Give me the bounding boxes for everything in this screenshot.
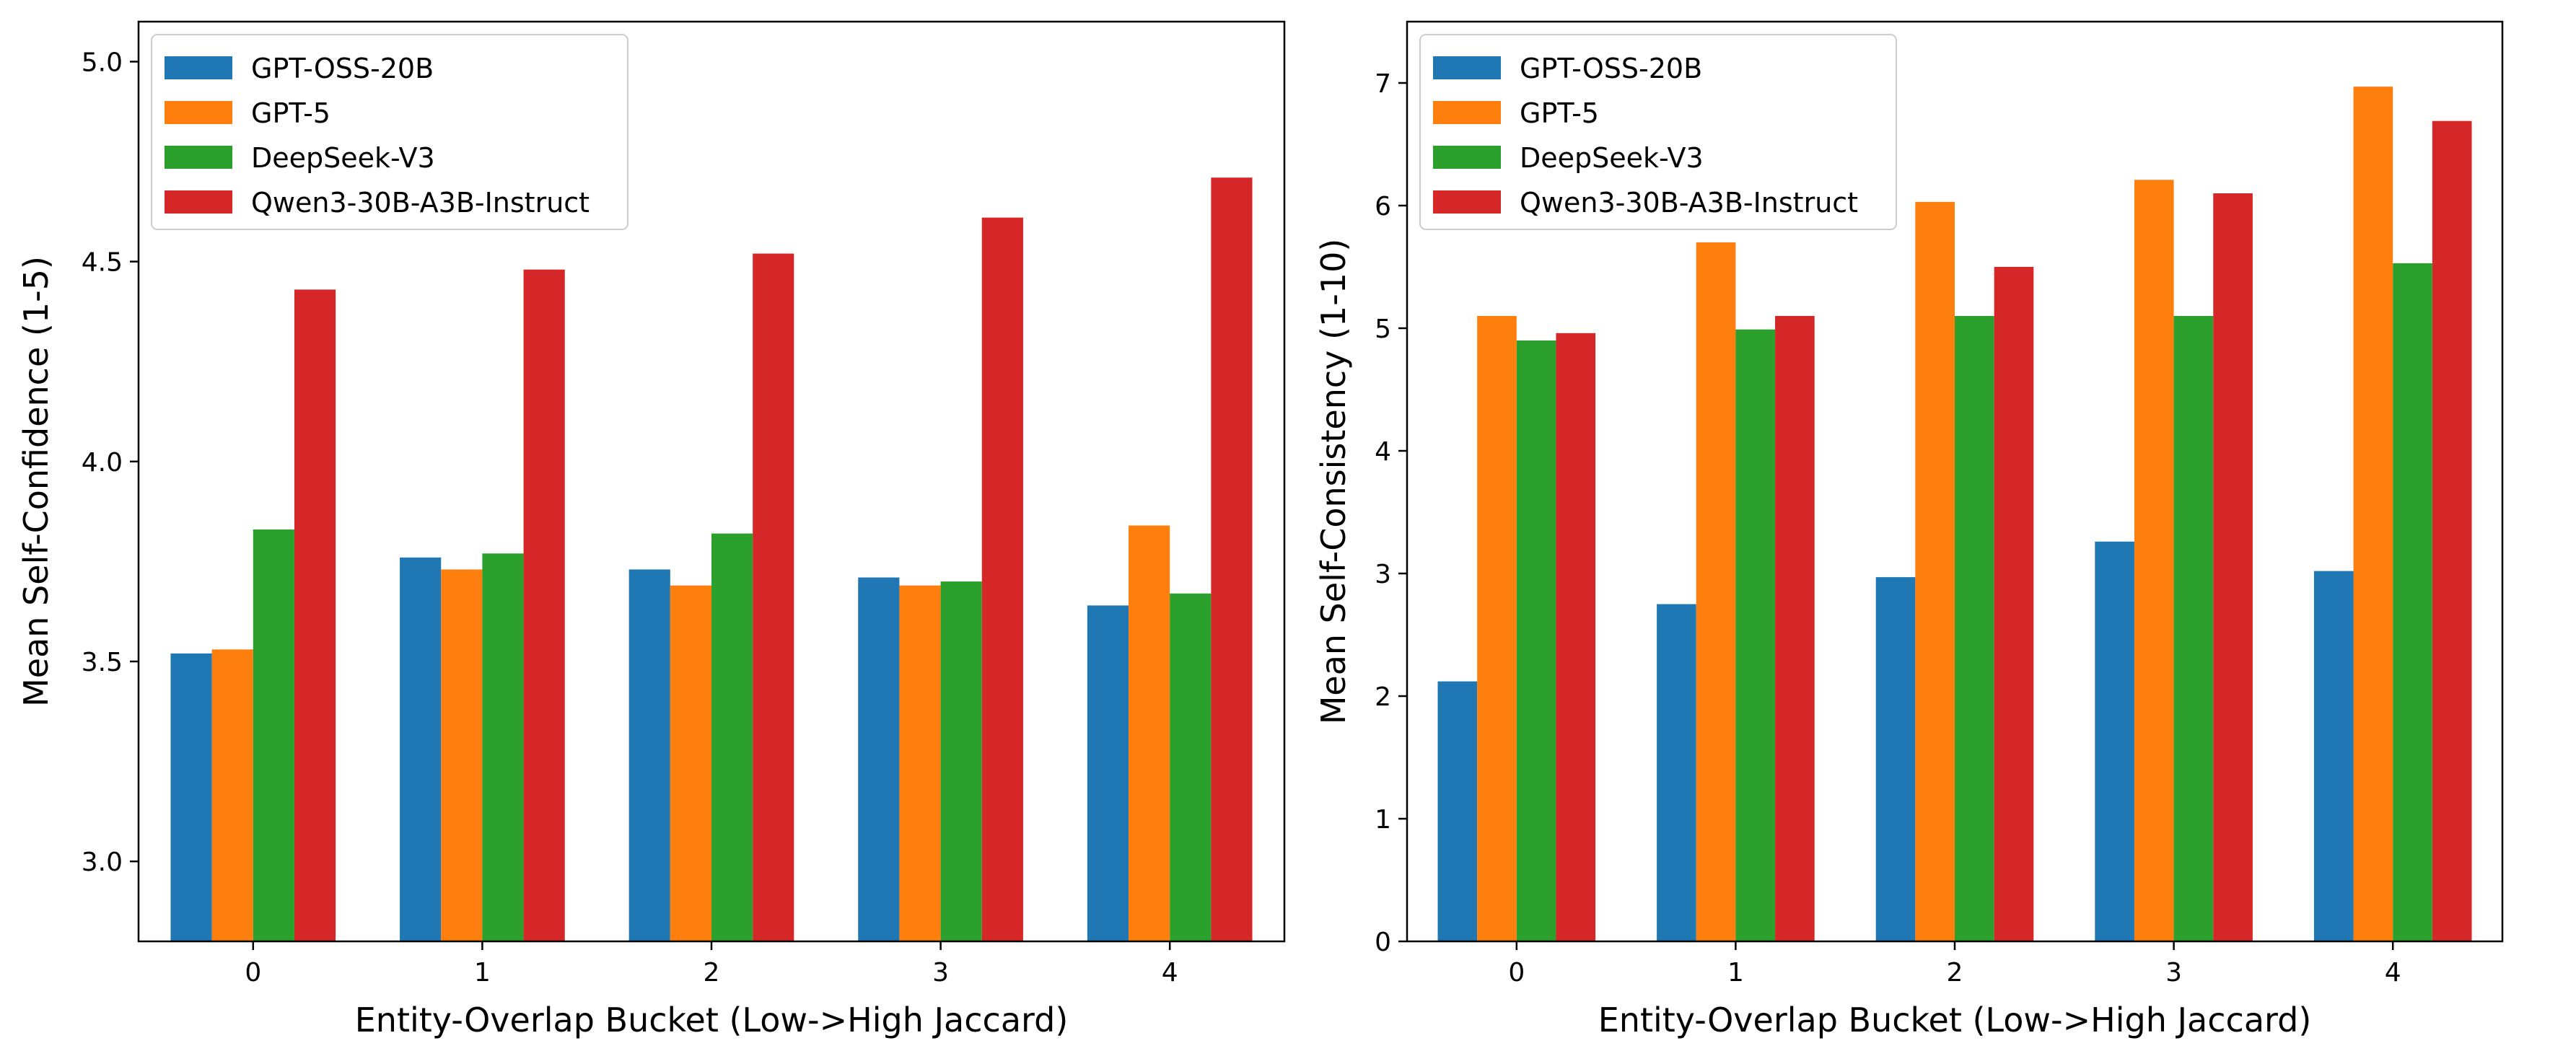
bar-deepseek-v3-bucket-1: [1735, 329, 1776, 941]
y-tick-label: 5.0: [82, 48, 123, 77]
x-tick-label: 4: [2385, 958, 2401, 988]
y-axis-label: Mean Self-Consistency (1-10): [1314, 239, 1353, 725]
bar-gpt-oss-20b-bucket-2: [1875, 577, 1916, 941]
legend-label-deepseek-v3: DeepSeek-V3: [251, 142, 435, 174]
bar-gpt-5-bucket-4: [2353, 87, 2393, 942]
bar-gpt-5-bucket-1: [1696, 242, 1736, 941]
x-tick-label: 1: [474, 958, 491, 988]
bar-qwen3-30b-a3b-instruct-bucket-3: [2213, 193, 2253, 941]
bar-gpt-oss-20b-bucket-4: [1087, 605, 1129, 941]
legend-box: [151, 34, 628, 230]
y-axis-label: Mean Self-Confidence (1-5): [17, 256, 56, 707]
x-tick-label: 3: [2165, 958, 2182, 988]
bar-gpt-oss-20b-bucket-1: [1657, 604, 1696, 941]
legend-label-qwen3-30b-a3b-instruct: Qwen3-30B-A3B-Instruct: [1520, 187, 1858, 219]
bar-deepseek-v3-bucket-4: [1170, 593, 1212, 941]
x-axis-label: Entity-Overlap Bucket (Low->High Jaccard…: [1598, 1001, 2312, 1039]
bar-gpt-5-bucket-1: [441, 569, 483, 941]
y-tick-label: 4.0: [82, 448, 123, 478]
legend-swatch-deepseek-v3: [1433, 146, 1501, 169]
x-tick-label: 0: [1508, 958, 1525, 988]
bar-deepseek-v3-bucket-3: [2173, 316, 2214, 941]
legend-label-deepseek-v3: DeepSeek-V3: [1520, 142, 1704, 174]
bar-gpt-5-bucket-2: [670, 585, 711, 941]
y-tick-label: 4.5: [82, 248, 123, 278]
bar-deepseek-v3-bucket-0: [1516, 340, 1556, 941]
bar-gpt-oss-20b-bucket-0: [1437, 681, 1478, 941]
bar-deepseek-v3-bucket-2: [711, 533, 753, 941]
bar-qwen3-30b-a3b-instruct-bucket-3: [981, 217, 1023, 941]
chart-right-self-consistency: 0 1 2 3 4 5 6 7 0 1 2 3 4 Entity-Overlap Bucket (Low-…: [1314, 20, 2504, 1039]
legend-swatch-deepseek-v3: [165, 146, 232, 169]
bar-gpt-5-bucket-3: [2134, 180, 2174, 941]
bar-deepseek-v3-bucket-0: [253, 529, 294, 941]
y-tick-label: 4: [1375, 437, 1391, 467]
bar-gpt-oss-20b-bucket-0: [170, 653, 212, 941]
bar-deepseek-v3-bucket-4: [2393, 263, 2432, 941]
bar-qwen3-30b-a3b-instruct-bucket-0: [1556, 333, 1596, 941]
bar-qwen3-30b-a3b-instruct-bucket-2: [1994, 267, 2034, 941]
legend-label-gpt-5: GPT-5: [1520, 97, 1599, 129]
bar-gpt-5-bucket-3: [899, 585, 941, 941]
bar-gpt-oss-20b-bucket-3: [858, 577, 900, 941]
y-tick-label: 6: [1375, 192, 1391, 221]
y-tick-label: 3.0: [82, 848, 123, 877]
bar-qwen3-30b-a3b-instruct-bucket-4: [1211, 177, 1253, 942]
x-tick-label: 0: [245, 958, 261, 988]
y-tick-label: 1: [1375, 805, 1391, 835]
bar-gpt-5-bucket-4: [1129, 525, 1170, 941]
legend: GPT-OSS-20B GPT-5 DeepSeek-V3 Qwen3-30B-A3B…: [151, 34, 628, 230]
legend-label-gpt-oss-20b: GPT-OSS-20B: [1520, 53, 1702, 84]
bar-gpt-oss-20b-bucket-2: [628, 569, 670, 941]
x-tick-label: 3: [932, 958, 949, 988]
legend-box: [1419, 34, 1897, 230]
legend-swatch-gpt-oss-20b: [1433, 56, 1501, 79]
y-tick-label: 2: [1375, 682, 1391, 712]
bar-qwen3-30b-a3b-instruct-bucket-1: [523, 269, 565, 941]
x-axis-label: Entity-Overlap Bucket (Low->High Jaccard…: [355, 1001, 1069, 1039]
bar-gpt-oss-20b-bucket-4: [2313, 571, 2354, 941]
chart-left-self-confidence: 3.0 3.5 4.0 4.5 5.0 0 1 2 3 4 Entity-Overlap Bucke…: [17, 20, 1286, 1039]
y-tick-label: 7: [1375, 69, 1391, 99]
bar-gpt-5-bucket-2: [1915, 201, 1955, 941]
legend-label-gpt-oss-20b: GPT-OSS-20B: [251, 53, 434, 84]
legend-swatch-gpt-5: [165, 101, 232, 124]
x-tick-label: 2: [1947, 958, 1963, 988]
bar-qwen3-30b-a3b-instruct-bucket-0: [294, 289, 336, 941]
bar-gpt-5-bucket-0: [1477, 316, 1517, 941]
bar-qwen3-30b-a3b-instruct-bucket-4: [2432, 120, 2472, 942]
legend-label-gpt-5: GPT-5: [251, 97, 330, 129]
y-tick-label: 5: [1375, 315, 1391, 344]
bar-gpt-oss-20b-bucket-3: [2095, 541, 2134, 941]
bar-qwen3-30b-a3b-instruct-bucket-2: [753, 253, 794, 941]
y-tick-label: 3: [1375, 560, 1391, 589]
bar-deepseek-v3-bucket-3: [940, 581, 982, 941]
legend-swatch-qwen3-30b-a3b-instruct: [1433, 190, 1501, 214]
bar-deepseek-v3-bucket-2: [1955, 316, 1994, 941]
x-tick-label: 4: [1162, 958, 1178, 988]
y-tick-label: 0: [1375, 928, 1391, 957]
bar-gpt-oss-20b-bucket-1: [400, 557, 442, 941]
x-tick-label: 1: [1727, 958, 1744, 988]
legend-swatch-qwen3-30b-a3b-instruct: [165, 190, 232, 214]
y-tick-label: 3.5: [82, 648, 123, 677]
bar-qwen3-30b-a3b-instruct-bucket-1: [1775, 316, 1815, 941]
legend-label-qwen3-30b-a3b-instruct: Qwen3-30B-A3B-Instruct: [251, 187, 590, 219]
legend-swatch-gpt-oss-20b: [165, 56, 232, 79]
bar-deepseek-v3-bucket-1: [482, 553, 524, 941]
legend: GPT-OSS-20B GPT-5 DeepSeek-V3 Qwen3-30B-A3B…: [1419, 34, 1897, 230]
bar-gpt-5-bucket-0: [211, 649, 253, 941]
legend-swatch-gpt-5: [1433, 101, 1501, 124]
x-tick-label: 2: [704, 958, 720, 988]
